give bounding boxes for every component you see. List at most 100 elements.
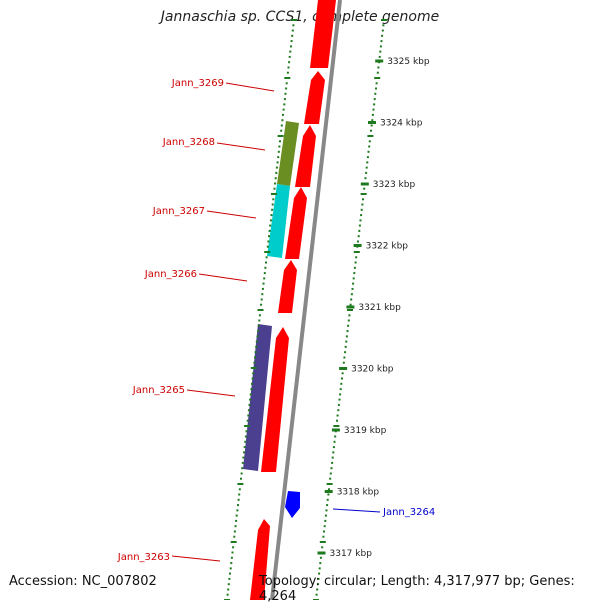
track-dot [285,87,288,90]
track-dot [237,498,240,501]
track-dot [345,335,348,338]
track-dot [233,530,236,533]
track-dot [331,456,334,459]
track-dot [361,203,364,206]
scale-tick-label: 3324 kbp [380,119,423,129]
track-dot [228,577,231,580]
left-tick-track [224,19,297,600]
track-dot [272,198,275,201]
scale-tick [368,121,376,124]
gene-label: Jann_3268 [162,137,215,148]
track-dot [282,113,284,116]
track-dot [375,82,378,85]
scale-tick [346,305,355,309]
track-dot [352,277,355,280]
track-dot [244,425,251,427]
track-dot [269,219,272,222]
track-dot [339,393,342,396]
track-dot [330,467,333,470]
track-dot [338,398,341,401]
track-dot [253,361,256,364]
track-dot [365,171,368,174]
track-dot [358,224,361,227]
track-dot [288,55,291,58]
track-dot [251,382,253,385]
track-dot [292,24,295,27]
track-dot [367,150,370,153]
track-dot [268,229,271,232]
track-dot [337,403,340,406]
gene-arrow-jann-3263 [250,519,270,600]
gene-label-leader [171,555,221,562]
track-dot [336,419,338,422]
track-dot [333,440,336,443]
accession-text: Accession: NC_007802 [9,574,157,589]
track-dot [250,388,253,391]
track-dot [284,92,287,95]
track-dot [364,177,367,180]
track-dot [366,161,369,164]
track-dot [353,272,356,275]
scale-tick-label: 3322 kbp [366,242,409,252]
track-dot [324,514,327,517]
track-dot [289,50,292,53]
track-dot [230,556,233,559]
track-dot [247,409,250,412]
track-dot [328,488,330,491]
scale-labels: 3325 kbp 3324 kbp 3323 kbp 3322 kbp 3321 kbp… [317,57,430,559]
scale-tick-label: 3321 kbp [358,303,401,313]
track-dot [241,461,244,464]
gene-block-jann-3267 [267,184,290,258]
track-dot [258,319,261,322]
track-dot [288,61,291,64]
track-dot [277,150,280,153]
track-dot [363,187,366,190]
track-dot [323,525,326,528]
track-dot [261,287,264,290]
track-dot [270,193,277,195]
track-dot [367,135,374,137]
track-dot [337,409,340,412]
track-dot [380,40,383,43]
track-dot [238,493,241,496]
track-dot [348,314,351,317]
track-dot [235,519,238,522]
track-dot [372,108,375,111]
gene-label-leader [216,142,266,151]
track-dot [273,187,276,190]
genome-backbone [270,0,342,600]
track-dot [315,593,318,596]
scale-tick-label: 3318 kbp [337,488,380,498]
gene-arrow-jann-3268 [295,125,316,187]
gene-label: Jann_3266 [144,269,197,280]
scale-tick-label: 3325 kbp [387,57,430,67]
track-dot [282,108,285,111]
track-dot [286,71,289,74]
track-dot [354,261,357,264]
track-dot [290,45,292,48]
track-dot [284,77,291,79]
track-dot [279,140,281,143]
track-dot [280,129,283,132]
track-dot [322,535,325,538]
track-dot [368,140,371,143]
track-dot [271,203,274,206]
track-dot [240,477,242,480]
track-dot [237,504,239,507]
gene-label-leader [206,210,257,219]
track-dot [250,367,257,369]
track-dot [291,34,294,37]
track-dot [347,324,350,327]
track-dot [291,19,297,21]
track-dot [257,324,260,327]
track-dot [257,330,260,333]
track-dot [238,488,241,491]
track-dot [374,92,377,95]
track-dot [229,567,232,570]
track-dot [235,514,238,517]
track-dot [265,261,267,264]
track-dot [291,29,294,32]
track-dot [319,541,326,543]
track-dot [357,235,360,238]
gene-labels: Jann_3269 Jann_3268 Jann_3267 Jann_3266 Jann… [117,78,435,563]
